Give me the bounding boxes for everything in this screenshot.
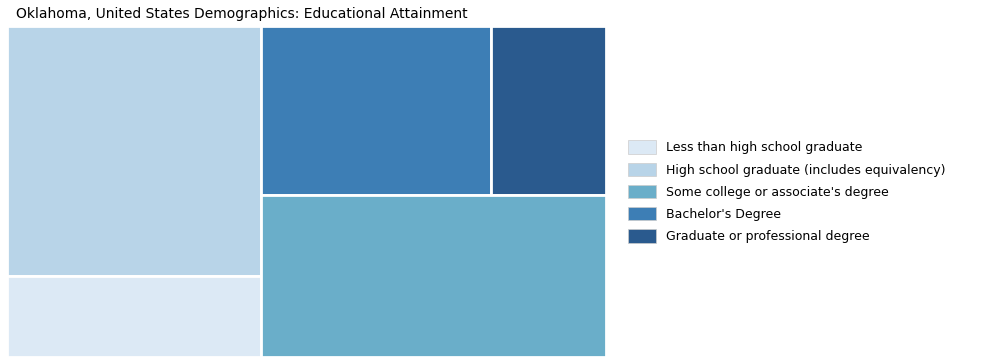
Bar — [7, 26, 261, 276]
Legend: Less than high school graduate, High school graduate (includes equivalency), Som: Less than high school graduate, High sch… — [624, 135, 951, 248]
Bar — [261, 26, 492, 195]
Text: Oklahoma, United States Demographics: Educational Attainment: Oklahoma, United States Demographics: Ed… — [16, 7, 467, 21]
Bar — [7, 276, 261, 357]
Bar — [261, 195, 606, 357]
Bar — [492, 26, 606, 195]
